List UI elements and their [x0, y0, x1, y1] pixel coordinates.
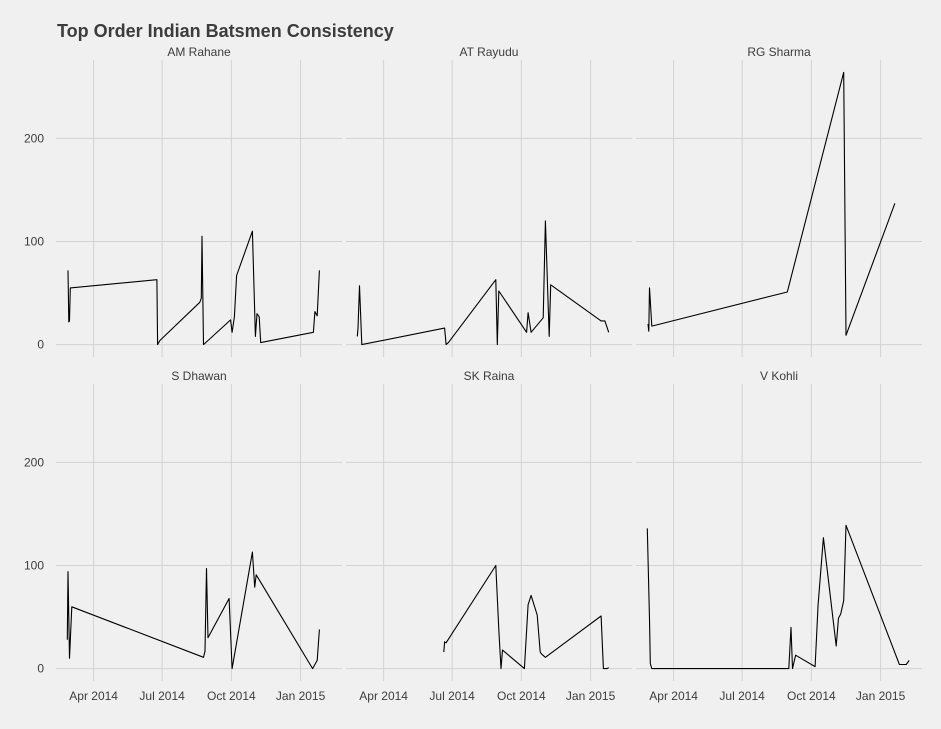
x-tick-label: Oct 2014	[787, 689, 836, 703]
y-axis-labels: 0 100 200 0 100 200	[24, 131, 44, 675]
y-tick-label: 100	[24, 235, 44, 249]
y-tick-label: 200	[24, 131, 44, 145]
facet-panel: SK Raina	[346, 369, 632, 681]
facet-strip-label: S Dhawan	[171, 369, 226, 383]
x-tick-label: Jan 2015	[566, 689, 616, 703]
facet-strip-label: V Kohli	[760, 369, 798, 383]
y-tick-label: 100	[24, 559, 44, 573]
x-tick-label: Jan 2015	[856, 689, 906, 703]
facet-panel: AT Rayudu	[346, 45, 632, 357]
series-line	[646, 524, 910, 670]
series-line	[356, 220, 610, 346]
x-tick-label: Jul 2014	[719, 689, 765, 703]
series-line	[443, 564, 610, 670]
series-line	[66, 551, 320, 670]
facet-panel: S Dhawan	[56, 369, 342, 681]
x-tick-label: Apr 2014	[649, 689, 698, 703]
y-tick-label: 0	[37, 338, 44, 352]
x-tick-label: Jul 2014	[139, 689, 185, 703]
x-tick-label: Jul 2014	[429, 689, 475, 703]
series-line	[647, 71, 896, 336]
y-tick-label: 200	[24, 455, 44, 469]
x-tick-label: Oct 2014	[207, 689, 256, 703]
x-tick-label: Jan 2015	[276, 689, 326, 703]
x-axis-labels: Apr 2014 Jul 2014 Oct 2014 Jan 2015 Apr 2014…	[69, 689, 905, 703]
x-tick-label: Oct 2014	[497, 689, 546, 703]
facet-strip-label: AT Rayudu	[460, 45, 519, 59]
facet-panel: RG Sharma	[636, 45, 922, 357]
chart-title: Top Order Indian Batsmen Consistency	[57, 21, 394, 41]
facet-panels: AM Rahane AT Rayudu RG Sharma S Dhawan SK Ra…	[56, 45, 922, 681]
facet-panel: AM Rahane	[56, 45, 342, 357]
series-line	[67, 230, 320, 346]
facet-panel: V Kohli	[636, 369, 922, 681]
facet-strip-label: SK Raina	[464, 369, 515, 383]
x-tick-label: Apr 2014	[359, 689, 408, 703]
facet-strip-label: AM Rahane	[167, 45, 231, 59]
y-tick-label: 0	[37, 662, 44, 676]
facet-strip-label: RG Sharma	[747, 45, 811, 59]
x-tick-label: Apr 2014	[69, 689, 118, 703]
